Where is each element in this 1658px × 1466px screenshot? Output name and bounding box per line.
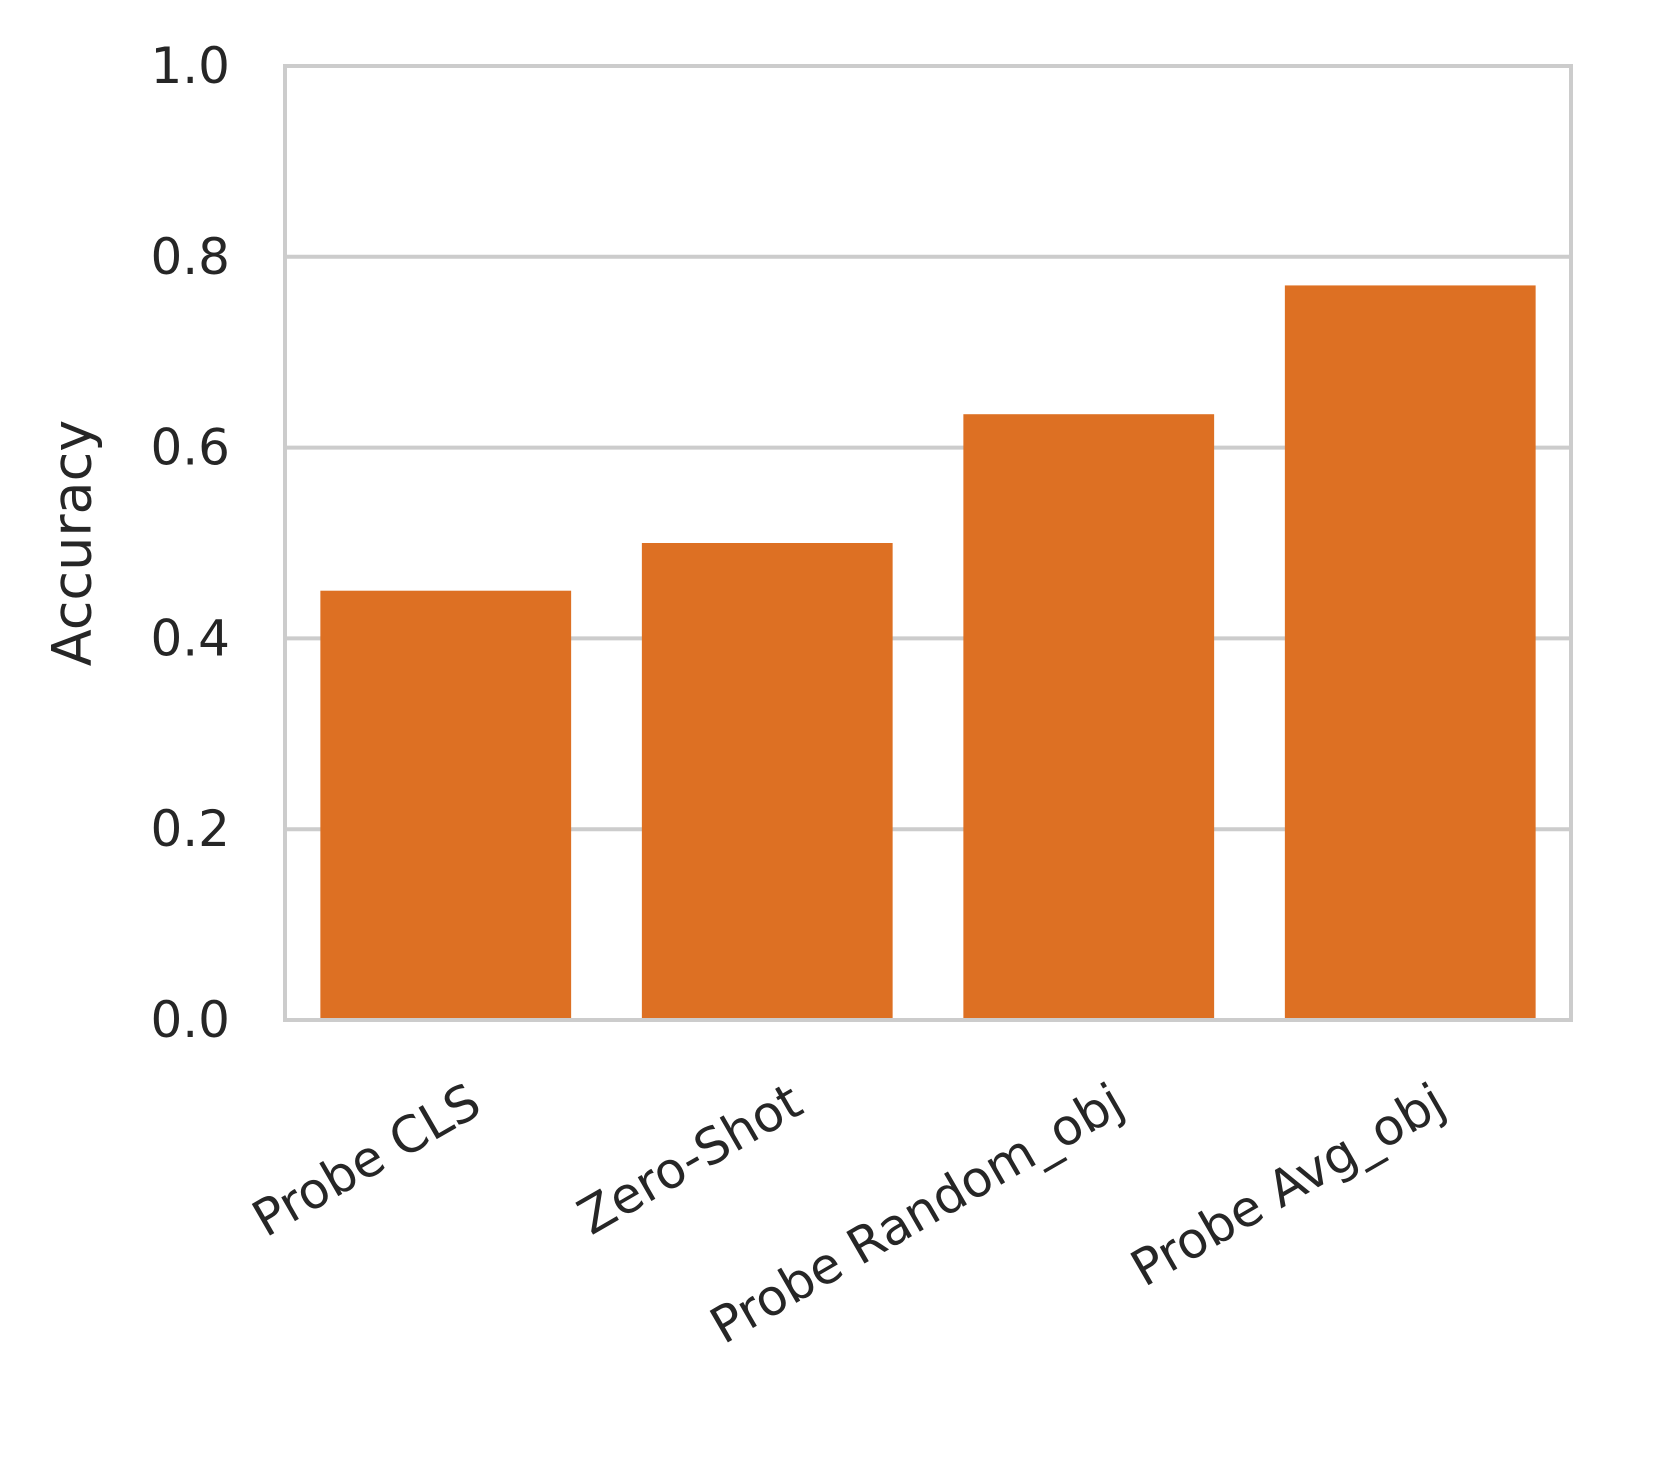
plot-frame: [283, 64, 1573, 1022]
y-tick-label-1: 0.2: [150, 800, 230, 858]
y-tick-label-2: 0.4: [150, 609, 230, 667]
y-axis-title: Accuracy: [41, 420, 104, 667]
bars: [320, 285, 1536, 1021]
y-tick-label-5: 1.0: [150, 37, 230, 95]
bar-1: [641, 543, 893, 1020]
bar-0: [320, 590, 572, 1020]
bar-3: [1284, 285, 1536, 1020]
y-tick-label-4: 0.8: [150, 228, 230, 286]
y-tick-labels: 0.0 0.2 0.4 0.6 0.8 1.0: [150, 37, 230, 1049]
y-tick-label-0: 0.0: [150, 991, 230, 1049]
bar-2: [963, 414, 1215, 1021]
y-tick-label-3: 0.6: [150, 419, 230, 477]
